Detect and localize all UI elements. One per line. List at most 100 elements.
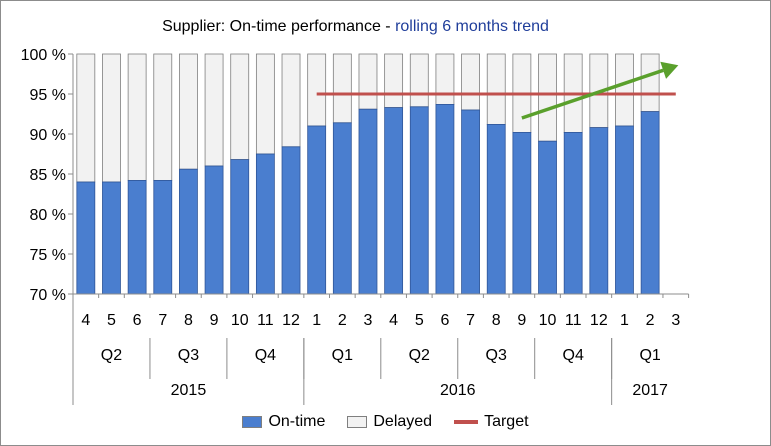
quarter-label: Q3 — [178, 347, 199, 364]
bar-on-time — [435, 104, 455, 295]
legend-swatch-delayed — [347, 416, 368, 428]
month-label: 1 — [620, 312, 629, 329]
legend: On-time Delayed Target — [1, 413, 770, 431]
bar-on-time — [230, 159, 250, 295]
month-label: 5 — [107, 312, 116, 329]
y-tick-label: 100 % — [21, 47, 66, 64]
bar-delayed — [307, 53, 327, 127]
bar-delayed — [538, 53, 557, 142]
month-label: 4 — [389, 312, 398, 329]
bar-on-time — [102, 181, 121, 295]
bar-delayed — [640, 53, 660, 112]
legend-label-delayed: Delayed — [373, 413, 433, 430]
y-tick-label: 85 % — [30, 167, 66, 184]
month-label: 2 — [338, 312, 347, 329]
bar-delayed — [384, 53, 404, 108]
quarter-label: Q4 — [255, 347, 276, 364]
bar-on-time — [538, 140, 557, 295]
bar-on-time — [204, 165, 224, 295]
month-label: 10 — [231, 312, 249, 329]
bar-delayed — [435, 53, 455, 105]
bar-on-time — [409, 106, 429, 295]
quarter-label: Q2 — [101, 347, 122, 364]
quarter-label: Q2 — [409, 347, 430, 364]
bar-delayed — [153, 53, 173, 181]
quarter-label: Q4 — [563, 347, 584, 364]
legend-item-delayed: Delayed — [347, 413, 432, 431]
bar-on-time — [255, 153, 275, 295]
month-label: 12 — [282, 312, 300, 329]
month-label: 9 — [517, 312, 526, 329]
trend-arrow-head — [660, 61, 679, 79]
chart-title: Supplier: On-time performance - rolling … — [1, 18, 710, 36]
bar-on-time — [307, 125, 327, 295]
bar-delayed — [281, 53, 301, 148]
month-label: 7 — [158, 312, 167, 329]
y-tick-label: 70 % — [30, 287, 66, 304]
bar-delayed — [332, 53, 352, 124]
month-label: 6 — [133, 312, 142, 329]
bar-delayed — [409, 53, 429, 108]
bar-on-time — [384, 107, 404, 295]
month-label: 6 — [440, 312, 449, 329]
legend-item-on-time: On-time — [242, 413, 325, 431]
legend-swatch-on-time — [242, 416, 263, 428]
bar-on-time — [179, 168, 198, 295]
month-label: 11 — [565, 312, 582, 329]
bar-delayed — [127, 53, 147, 181]
bar-delayed — [255, 53, 275, 155]
month-label: 3 — [671, 312, 680, 329]
chart-title-accent: rolling 6 months trend — [395, 18, 549, 35]
y-tick-label: 90 % — [30, 127, 66, 144]
bar-on-time — [76, 181, 96, 295]
quarter-label: Q1 — [332, 347, 353, 364]
month-label: 11 — [257, 312, 274, 329]
bar-delayed — [461, 53, 480, 111]
bar-delayed — [358, 53, 378, 110]
bar-delayed — [230, 53, 250, 160]
bar-on-time — [281, 146, 301, 295]
bar-delayed — [76, 53, 96, 183]
quarter-label: Q1 — [639, 347, 660, 364]
y-tick-label: 95 % — [30, 87, 66, 104]
month-label: 10 — [539, 312, 557, 329]
month-label: 8 — [184, 312, 193, 329]
bar-on-time — [153, 179, 173, 295]
bar-on-time — [461, 109, 480, 295]
bar-delayed — [102, 53, 121, 183]
month-label: 9 — [210, 312, 219, 329]
bar-on-time — [640, 111, 660, 295]
month-label: 8 — [492, 312, 501, 329]
month-label: 4 — [81, 312, 90, 329]
bar-delayed — [615, 53, 634, 127]
bar-on-time — [358, 108, 378, 295]
month-label: 3 — [364, 312, 373, 329]
bar-on-time — [563, 131, 583, 295]
month-label: 12 — [590, 312, 608, 329]
bar-delayed — [486, 53, 506, 125]
month-label: 7 — [466, 312, 475, 329]
legend-swatch-target — [454, 420, 479, 424]
bar-on-time — [332, 122, 352, 295]
bar-on-time — [589, 127, 609, 295]
bar-delayed — [204, 53, 224, 167]
month-label: 5 — [415, 312, 424, 329]
legend-item-target: Target — [454, 413, 529, 431]
bar-on-time — [512, 131, 532, 295]
legend-label-target: Target — [484, 413, 529, 430]
month-label: 1 — [312, 312, 321, 329]
y-tick-label: 80 % — [30, 207, 66, 224]
bar-delayed — [179, 53, 198, 170]
bar-on-time — [127, 179, 147, 295]
month-label: 2 — [646, 312, 655, 329]
year-label: 2015 — [171, 382, 207, 399]
bar-on-time — [615, 125, 634, 295]
y-tick-label: 75 % — [30, 247, 66, 264]
legend-label-on-time: On-time — [268, 413, 326, 430]
chart-title-main: Supplier: On-time performance - — [162, 18, 396, 35]
year-label: 2016 — [440, 382, 476, 399]
trend-arrow-line — [521, 68, 664, 120]
year-label: 2017 — [632, 382, 668, 399]
